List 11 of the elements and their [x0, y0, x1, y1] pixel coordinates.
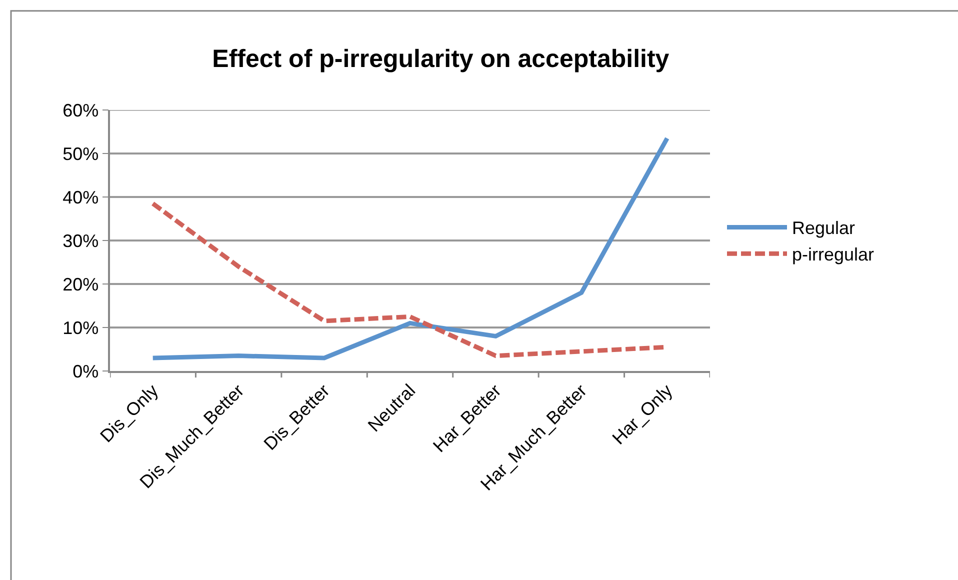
y-tick-label: 40% — [62, 187, 99, 208]
y-tick-label: 30% — [62, 230, 99, 251]
y-tick-label: 60% — [62, 100, 99, 120]
legend-label: Regular — [792, 218, 856, 238]
y-tick-label: 50% — [62, 144, 99, 164]
y-tick-label: 0% — [72, 361, 99, 382]
y-tick-label: 20% — [62, 274, 99, 294]
chart-title: Effect of p-irregularity on acceptability — [212, 44, 670, 73]
y-tick-label: 10% — [62, 318, 99, 338]
legend-label: p-irregular — [792, 244, 874, 265]
line-series — [150, 136, 670, 360]
